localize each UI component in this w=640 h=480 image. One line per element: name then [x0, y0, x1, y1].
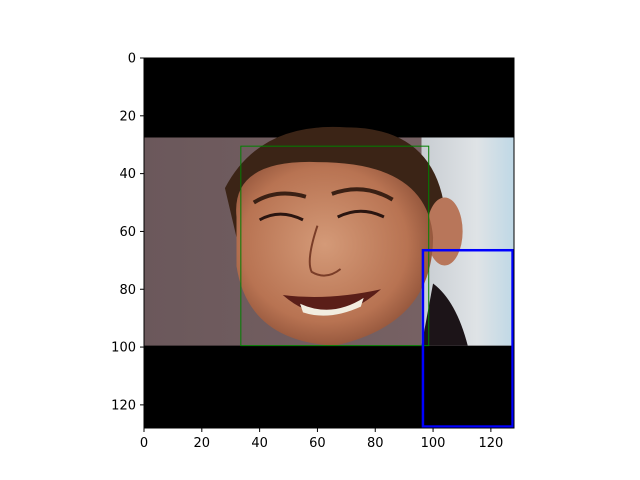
y-axis: 0 20 40 60 80 100 120 — [111, 52, 144, 413]
x-tick-label: 20 — [194, 436, 211, 451]
left-eyebrow — [252, 191, 307, 205]
bounding-boxes — [240, 145, 514, 428]
teeth — [300, 297, 364, 316]
hair — [224, 126, 445, 238]
photo-image — [144, 58, 514, 428]
face-photo — [144, 126, 514, 346]
region-box — [421, 248, 514, 428]
y-tick-label: 20 — [119, 109, 136, 124]
x-tick-label: 0 — [140, 436, 148, 451]
right-eyebrow — [331, 187, 394, 202]
x-tick-label: 60 — [309, 436, 326, 451]
x-tick-label: 80 — [367, 436, 384, 451]
y-tick-label: 0 — [128, 52, 136, 67]
y-tick-label: 60 — [119, 225, 136, 240]
x-tick-label: 40 — [251, 436, 268, 451]
y-tick-label: 80 — [119, 283, 136, 298]
x-tick-label: 120 — [478, 436, 503, 451]
y-tick-label: 120 — [111, 398, 136, 413]
jacket — [421, 283, 468, 346]
left-eye — [258, 212, 304, 222]
y-tick-label: 100 — [111, 341, 136, 356]
x-axis: 0 20 40 60 80 100 120 — [140, 428, 503, 451]
axes-frame — [143, 57, 515, 429]
y-tick-label: 40 — [119, 167, 136, 182]
face — [236, 161, 434, 346]
face-box — [240, 145, 430, 347]
x-tick-label: 100 — [421, 436, 446, 451]
nose — [308, 225, 342, 277]
right-eye — [337, 209, 385, 219]
ear — [426, 197, 463, 266]
